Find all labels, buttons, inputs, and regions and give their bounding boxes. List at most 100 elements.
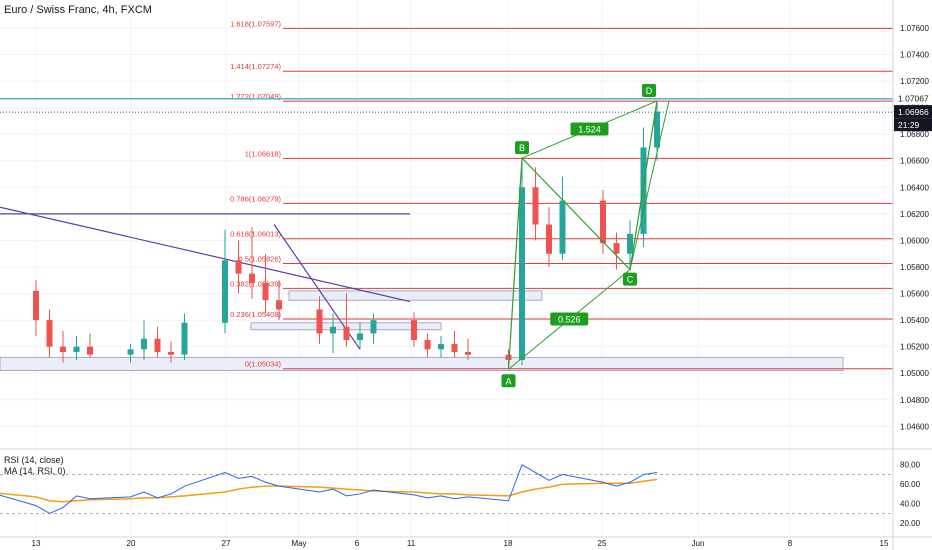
- price-tick-label: 1.06800: [900, 130, 929, 139]
- price-label-upper: 1.07067: [898, 94, 929, 104]
- candle-body: [168, 351, 174, 355]
- zone-box: [288, 290, 543, 301]
- candle-body: [235, 260, 242, 274]
- price-tick-label: 1.05200: [900, 343, 929, 352]
- candle-body: [154, 338, 161, 352]
- fib-level-label: 0.5(1.05826): [238, 255, 281, 264]
- fib-level-label: 1(1.06618): [245, 149, 282, 158]
- time-tick-label: May: [291, 539, 306, 548]
- candle-body: [640, 147, 647, 234]
- candle-body: [33, 290, 39, 321]
- fib-level-label: 1.618(1.07597): [230, 19, 281, 28]
- fib-level-label: 0.382(1.05639): [230, 279, 281, 288]
- price-tick-label: 1.07600: [900, 24, 929, 33]
- candle-body: [546, 224, 552, 254]
- time-tick-label: 15: [880, 539, 889, 548]
- candle-body: [411, 320, 417, 341]
- candle-body: [87, 346, 93, 355]
- zone-box: [0, 356, 844, 371]
- price-tick-label: 1.04600: [900, 422, 929, 431]
- price-candles: [33, 100, 660, 370]
- candle-body: [613, 243, 620, 254]
- price-tick-label: 1.06000: [900, 236, 929, 245]
- candle-body: [141, 338, 147, 350]
- price-tick-label: 1.05400: [900, 316, 929, 325]
- candle-body: [370, 320, 377, 334]
- time-tick-label: 27: [222, 539, 231, 548]
- fib-level-label: 0.236(1.05408): [230, 310, 281, 319]
- pattern-ratio-ac-bg: [550, 312, 589, 326]
- pattern-point-c: C: [627, 275, 634, 285]
- grid: [0, 0, 893, 537]
- candle-body: [654, 111, 660, 148]
- price-tick-label: 1.05600: [900, 290, 929, 299]
- trendlines: [0, 97, 893, 350]
- price-tick-label: 1.06600: [900, 157, 929, 166]
- candle-body: [316, 309, 323, 334]
- pattern-legs: [507, 100, 658, 370]
- rsi-title-block: RSI (14, close) MA (14, RSI, 0): [4, 455, 66, 477]
- candle-body: [438, 344, 444, 350]
- candle-body: [600, 200, 606, 244]
- candle-body: [276, 300, 282, 310]
- rsi-ma-title: MA (14, RSI, 0): [4, 466, 66, 476]
- pattern-point-b: B: [519, 143, 525, 153]
- candle-body: [343, 326, 350, 341]
- candle-body: [73, 346, 80, 352]
- candle-body: [451, 344, 458, 352]
- time-tick-label: 18: [504, 539, 513, 548]
- pattern-cd-line: [629, 100, 670, 270]
- fib-level-label: 1.272(1.07049): [230, 92, 281, 101]
- price-tick-label: 1.04800: [900, 396, 929, 405]
- time-tick-label: 8: [788, 539, 793, 548]
- pattern-point-a: A: [505, 376, 511, 386]
- pattern-point-b-bg: [515, 141, 529, 155]
- rsi-title: RSI (14, close): [4, 455, 64, 465]
- candle-body: [357, 333, 363, 341]
- time-tick-label: 11: [407, 539, 416, 548]
- rsi-tick-label: 80.00: [900, 461, 921, 470]
- candle-body: [222, 260, 228, 323]
- pattern-point-d-bg: [642, 83, 656, 97]
- rsi-panel: 80.00 60.00 40.00 20.00: [0, 461, 921, 528]
- fibonacci-levels: 1.618(1.07597) 1.414(1.07274) 1.272(1.0704…: [230, 19, 893, 370]
- candle-body: [249, 273, 255, 283]
- pattern-ratio-bd-bg: [570, 122, 609, 136]
- harmonic-pattern: A B C D 1.524 0.526: [501, 83, 670, 388]
- candle-body: [262, 282, 269, 301]
- rsi-tick-label: 60.00: [900, 480, 921, 489]
- pattern-ratio-ac: 0.526: [558, 314, 581, 324]
- candle-body: [559, 200, 566, 254]
- rsi-line: [0, 464, 658, 514]
- price-tick-label: 1.06400: [900, 183, 929, 192]
- candle-body: [627, 233, 633, 254]
- price-tick-label: 1.07200: [900, 77, 929, 86]
- pattern-point-a-bg: [501, 374, 516, 388]
- price-label-timer-bg: [894, 118, 932, 132]
- candle-body: [505, 354, 512, 360]
- candle-body: [532, 187, 539, 225]
- time-tick-label: 6: [355, 539, 360, 548]
- pattern-ratio-bd: 1.524: [578, 125, 601, 135]
- price-tick-label: 1.07400: [900, 50, 929, 59]
- price-label-upper-bg: [894, 91, 932, 105]
- candle-body: [465, 351, 471, 355]
- candle-body: [127, 349, 134, 355]
- candle-body: [424, 340, 431, 350]
- chart-title: Euro / Swiss Franc, 4h, FXCM: [4, 4, 152, 16]
- zone-boxes: [0, 290, 844, 371]
- fib-level-label: 0.786(1.06279): [230, 194, 281, 203]
- time-tick-label: 20: [127, 539, 136, 548]
- price-label-current: 1.06966: [898, 107, 929, 117]
- descending-trendline: [0, 206, 411, 303]
- price-tick-label: 1.05000: [900, 369, 929, 378]
- candle-body: [519, 187, 525, 360]
- candle-body: [46, 320, 53, 347]
- fib-level-label: 0.618(1.06013): [230, 230, 281, 239]
- price-label-timer: 21:29: [898, 120, 920, 130]
- fib-level-label: 1.414(1.07274): [230, 62, 281, 71]
- time-tick-label: Jun: [692, 539, 705, 548]
- candle-body: [181, 322, 188, 355]
